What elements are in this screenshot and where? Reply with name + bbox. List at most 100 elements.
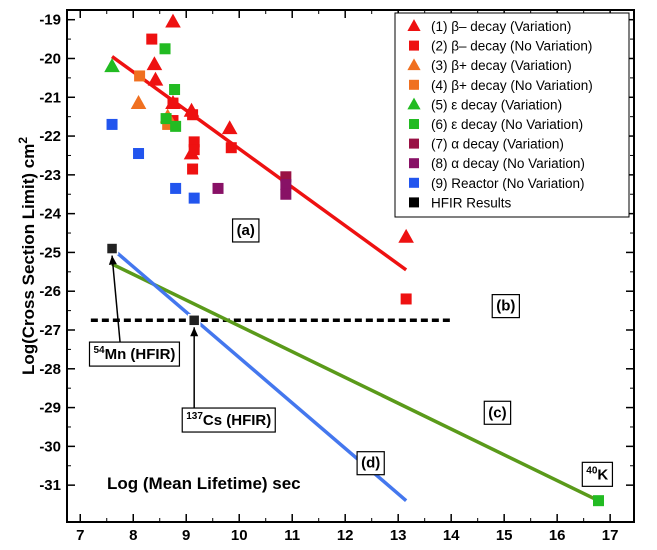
data-point bbox=[167, 97, 179, 109]
y-tick-label: -19 bbox=[39, 12, 61, 29]
legend-label: (3) β+ decay (Variation) bbox=[431, 58, 572, 73]
legend-label: (2) β– decay (No Variation) bbox=[431, 39, 592, 54]
data-point bbox=[105, 242, 119, 255]
data-point bbox=[130, 95, 147, 109]
point-label-k40-box bbox=[581, 461, 614, 487]
data-point bbox=[280, 188, 292, 200]
data-point bbox=[188, 144, 200, 156]
data-point bbox=[221, 120, 238, 135]
legend-label: (1) β– decay (Variation) bbox=[431, 19, 571, 34]
legend-marker bbox=[409, 158, 419, 169]
annotation-b-box bbox=[491, 294, 520, 319]
data-point bbox=[280, 171, 292, 183]
data-point bbox=[212, 182, 224, 194]
x-tick-label: 15 bbox=[496, 527, 513, 544]
data-point bbox=[592, 495, 604, 507]
data-points bbox=[104, 13, 604, 507]
data-point bbox=[187, 314, 201, 327]
annotation-c: (c) bbox=[483, 400, 512, 425]
x-tick-label: 9 bbox=[182, 527, 190, 544]
legend-label: (4) β+ decay (No Variation) bbox=[431, 78, 593, 93]
plot-frame bbox=[66, 9, 635, 523]
callout-arrow-head bbox=[190, 327, 199, 337]
data-point bbox=[398, 228, 414, 243]
annotations: (a) (b) (c) (d) 54Mn (HFIR) 137Cs (HFIR) 40K bbox=[88, 218, 614, 487]
x-tick-label: 16 bbox=[549, 527, 566, 544]
x-tick-label: 17 bbox=[602, 527, 619, 544]
y-tick-label: -31 bbox=[39, 477, 61, 494]
annotation-b-text: (b) bbox=[496, 298, 515, 315]
x-tick-label: 11 bbox=[284, 527, 300, 544]
y-tick-label: -26 bbox=[39, 283, 61, 300]
data-point bbox=[104, 58, 120, 73]
data-point bbox=[188, 192, 200, 204]
y-tick-label: -20 bbox=[39, 50, 61, 67]
data-point bbox=[169, 84, 181, 96]
annotation-d-box bbox=[356, 451, 385, 476]
callout-0-box bbox=[88, 341, 181, 367]
legend-marker bbox=[409, 119, 419, 129]
annotation-a-box bbox=[231, 218, 260, 243]
point-label-k40-text: 40K bbox=[586, 465, 608, 483]
data-point bbox=[134, 70, 146, 82]
data-point bbox=[165, 13, 181, 28]
x-axis-title: Log (Mean Lifetime) sec bbox=[107, 474, 301, 493]
x-tick-label: 10 bbox=[231, 527, 248, 544]
y-axis-title: Log(Cross Section Limit) cm2 bbox=[16, 137, 38, 375]
callout-1-box bbox=[181, 407, 276, 433]
data-point bbox=[188, 136, 200, 148]
data-point bbox=[159, 43, 171, 55]
legend-marker bbox=[409, 197, 419, 208]
legend-label: (5) ε decay (Variation) bbox=[431, 97, 562, 112]
legend-label: (8) α decay (No Variation) bbox=[431, 156, 585, 171]
annotation-b: (b) bbox=[491, 294, 520, 319]
y-tick-label: -25 bbox=[39, 244, 61, 261]
callout-1: 137Cs (HFIR) bbox=[181, 407, 276, 433]
legend-marker bbox=[409, 138, 419, 149]
callout-arrow-head bbox=[108, 255, 117, 265]
legend-label: (6) ε decay (No Variation) bbox=[431, 117, 583, 132]
legend-label: (9) Reactor (No Variation) bbox=[431, 176, 585, 191]
y-tick-label: -29 bbox=[39, 400, 61, 417]
data-point bbox=[187, 163, 199, 175]
point-label-k40: 40K bbox=[581, 461, 614, 487]
data-point bbox=[170, 182, 182, 194]
legend-label: HFIR Results bbox=[431, 195, 512, 210]
data-point bbox=[225, 142, 237, 154]
data-point bbox=[106, 118, 118, 130]
y-tick-label: -30 bbox=[39, 438, 61, 455]
data-point bbox=[160, 113, 172, 125]
data-point bbox=[133, 148, 145, 160]
callout-0: 54Mn (HFIR) bbox=[88, 341, 181, 367]
legend-box bbox=[394, 12, 630, 218]
legend: (1) β– decay (Variation) (2) β– decay (No… bbox=[394, 12, 630, 218]
legend-marker bbox=[407, 19, 421, 31]
y-tick-label: -24 bbox=[39, 206, 61, 223]
legend-marker bbox=[409, 79, 419, 90]
y-tick-label: -27 bbox=[39, 322, 61, 339]
legend-marker bbox=[407, 58, 421, 71]
data-point bbox=[146, 33, 158, 45]
data-point bbox=[170, 120, 182, 132]
callout-1-text: 137Cs (HFIR) bbox=[186, 411, 271, 429]
annotation-c-box bbox=[483, 400, 512, 425]
legend-label: (7) α decay (Variation) bbox=[431, 137, 564, 152]
annotation-c-text: (c) bbox=[488, 404, 506, 421]
data-point bbox=[162, 118, 174, 130]
data-point bbox=[147, 71, 164, 86]
annotation-a-text: (a) bbox=[237, 222, 255, 239]
legend-marker bbox=[409, 177, 419, 188]
legend-marker bbox=[409, 40, 419, 51]
callout-0-text: 54Mn (HFIR) bbox=[93, 345, 175, 363]
data-point bbox=[146, 56, 163, 71]
y-tick-label: -21 bbox=[39, 89, 61, 106]
annotation-a: (a) bbox=[231, 218, 260, 243]
x-tick-label: 8 bbox=[129, 527, 137, 544]
y-tick-label: -23 bbox=[39, 167, 61, 184]
y-tick-label: -28 bbox=[39, 361, 61, 378]
trend-line-c bbox=[111, 262, 600, 503]
annotation-d-text: (d) bbox=[361, 455, 380, 472]
trend-line-a bbox=[111, 55, 408, 272]
x-tick-label: 12 bbox=[337, 527, 354, 544]
